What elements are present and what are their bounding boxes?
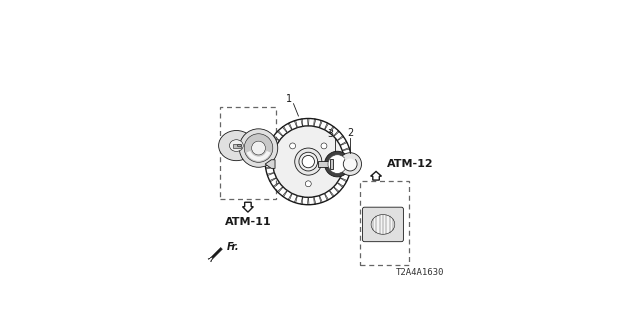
Polygon shape	[265, 161, 273, 162]
Polygon shape	[337, 182, 344, 188]
Polygon shape	[266, 167, 273, 169]
Polygon shape	[243, 202, 253, 212]
Circle shape	[290, 143, 296, 149]
Polygon shape	[333, 187, 339, 193]
Polygon shape	[282, 190, 287, 197]
Polygon shape	[282, 126, 287, 133]
Text: ATM-12: ATM-12	[387, 159, 434, 169]
Text: Fr.: Fr.	[227, 242, 239, 252]
Bar	[220, 108, 276, 198]
Polygon shape	[208, 247, 223, 262]
Circle shape	[252, 141, 266, 155]
Polygon shape	[273, 136, 280, 141]
Polygon shape	[294, 120, 298, 128]
Polygon shape	[319, 120, 323, 128]
Circle shape	[244, 134, 273, 162]
Polygon shape	[266, 154, 273, 156]
Bar	[234, 144, 241, 148]
Polygon shape	[308, 118, 309, 126]
Circle shape	[295, 148, 322, 175]
Circle shape	[299, 152, 317, 171]
Circle shape	[302, 156, 314, 168]
Polygon shape	[371, 172, 381, 180]
Polygon shape	[329, 126, 334, 133]
Polygon shape	[269, 141, 276, 146]
Circle shape	[239, 129, 278, 167]
Polygon shape	[344, 161, 351, 162]
Text: 2: 2	[347, 128, 353, 138]
Polygon shape	[288, 123, 292, 130]
Polygon shape	[337, 136, 344, 141]
Polygon shape	[314, 119, 316, 126]
Polygon shape	[324, 193, 328, 200]
Polygon shape	[333, 131, 339, 137]
Bar	[330, 159, 333, 169]
Ellipse shape	[371, 215, 395, 234]
Polygon shape	[342, 172, 349, 176]
Polygon shape	[344, 154, 351, 156]
Polygon shape	[340, 178, 347, 182]
Polygon shape	[340, 141, 347, 146]
Polygon shape	[267, 148, 275, 151]
Polygon shape	[329, 190, 334, 197]
Polygon shape	[342, 148, 349, 151]
Text: T2A4A1630: T2A4A1630	[396, 268, 444, 277]
Polygon shape	[324, 123, 328, 130]
Polygon shape	[273, 182, 280, 188]
Text: 1: 1	[285, 94, 292, 104]
Text: ATM-11: ATM-11	[225, 217, 271, 227]
Polygon shape	[265, 160, 275, 168]
Polygon shape	[288, 193, 292, 200]
Polygon shape	[269, 178, 276, 182]
Polygon shape	[301, 119, 303, 126]
Ellipse shape	[219, 131, 254, 161]
Polygon shape	[344, 167, 351, 169]
Circle shape	[273, 126, 344, 197]
Circle shape	[321, 143, 327, 149]
Bar	[317, 161, 332, 167]
Polygon shape	[308, 197, 309, 205]
Ellipse shape	[230, 140, 243, 151]
Circle shape	[305, 181, 311, 187]
Ellipse shape	[237, 144, 241, 147]
Polygon shape	[294, 196, 298, 203]
Polygon shape	[319, 196, 323, 203]
Text: 3: 3	[327, 129, 333, 139]
FancyBboxPatch shape	[362, 207, 403, 242]
Polygon shape	[267, 172, 275, 176]
Circle shape	[324, 151, 350, 177]
Circle shape	[328, 155, 347, 173]
Circle shape	[339, 153, 362, 175]
Polygon shape	[277, 131, 284, 137]
Circle shape	[343, 157, 357, 171]
Polygon shape	[277, 187, 284, 193]
Bar	[360, 181, 410, 265]
Polygon shape	[301, 197, 303, 204]
Polygon shape	[314, 197, 316, 204]
